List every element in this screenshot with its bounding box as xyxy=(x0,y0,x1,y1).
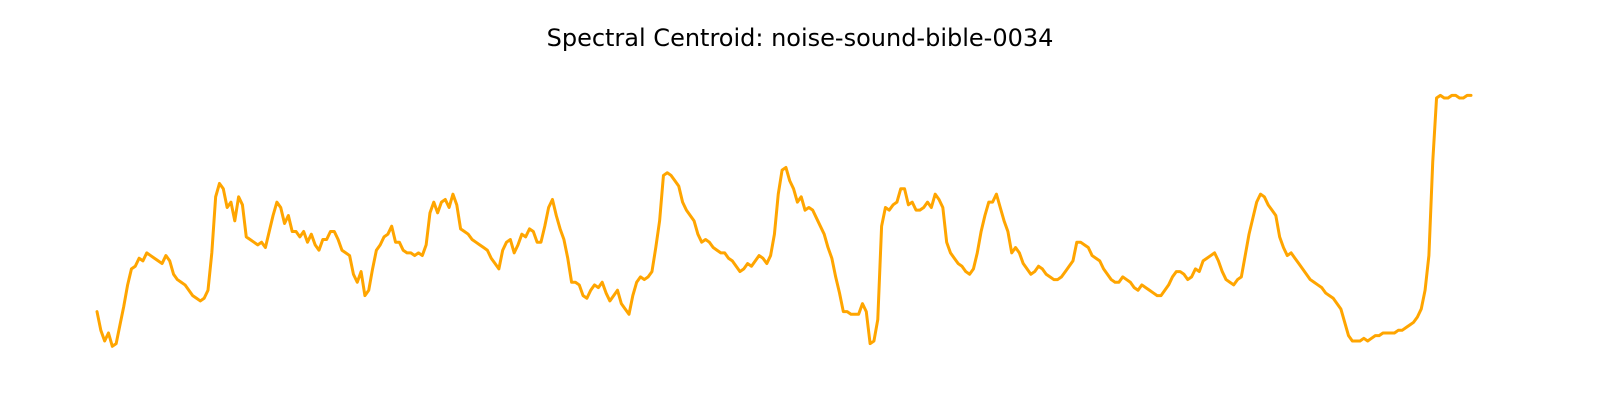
series-line-0 xyxy=(95,93,1473,348)
chart-title: Spectral Centroid: noise-sound-bible-003… xyxy=(546,24,1054,52)
series-layer xyxy=(95,93,1473,348)
